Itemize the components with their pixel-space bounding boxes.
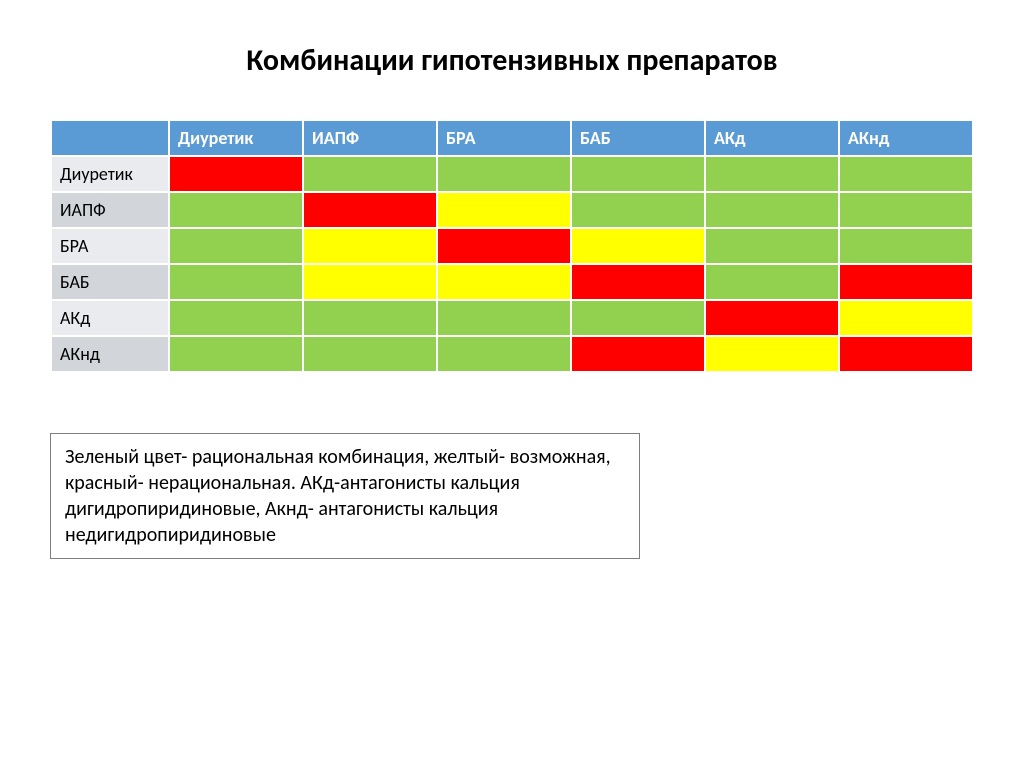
matrix-cell — [437, 192, 571, 228]
matrix-cell — [169, 336, 303, 372]
matrix-cell — [169, 156, 303, 192]
matrix-cell — [437, 156, 571, 192]
legend-box: Зеленый цвет- рациональная комбинация, ж… — [50, 433, 640, 559]
table-row: ИАПФ — [51, 192, 973, 228]
table-row: АКд — [51, 300, 973, 336]
matrix-cell — [303, 300, 437, 336]
page-title: Комбинации гипотензивных препаратов — [0, 0, 1024, 119]
col-header: БАБ — [571, 120, 705, 156]
matrix-cell — [839, 336, 973, 372]
row-header: БАБ — [51, 264, 169, 300]
matrix-cell — [169, 300, 303, 336]
matrix-cell — [303, 336, 437, 372]
matrix-cell — [169, 192, 303, 228]
row-header: БРА — [51, 228, 169, 264]
matrix-cell — [839, 300, 973, 336]
col-header: АКнд — [839, 120, 973, 156]
matrix-cell — [571, 300, 705, 336]
matrix-cell — [705, 264, 839, 300]
col-header: Диуретик — [169, 120, 303, 156]
matrix-cell — [571, 228, 705, 264]
row-header: АКд — [51, 300, 169, 336]
matrix-cell — [437, 228, 571, 264]
table-row: БРА — [51, 228, 973, 264]
matrix-cell — [437, 336, 571, 372]
row-header: Диуретик — [51, 156, 169, 192]
matrix-cell — [169, 264, 303, 300]
matrix-cell — [705, 156, 839, 192]
matrix-cell — [705, 336, 839, 372]
table-row: Диуретик — [51, 156, 973, 192]
table-row: БАБ — [51, 264, 973, 300]
col-header: ИАПФ — [303, 120, 437, 156]
row-header: АКнд — [51, 336, 169, 372]
matrix-cell — [437, 300, 571, 336]
matrix-cell — [839, 156, 973, 192]
table-row: АКнд — [51, 336, 973, 372]
matrix-cell — [571, 264, 705, 300]
matrix-cell — [303, 156, 437, 192]
matrix-cell — [705, 192, 839, 228]
matrix-cell — [705, 228, 839, 264]
combination-table-container: ДиуретикИАПФБРАБАБАКдАКнд ДиуретикИАПФБР… — [50, 119, 974, 373]
table-corner-cell — [51, 120, 169, 156]
matrix-cell — [839, 228, 973, 264]
matrix-cell — [705, 300, 839, 336]
matrix-cell — [303, 264, 437, 300]
matrix-cell — [571, 192, 705, 228]
matrix-cell — [571, 336, 705, 372]
col-header: БРА — [437, 120, 571, 156]
matrix-cell — [169, 228, 303, 264]
matrix-cell — [303, 192, 437, 228]
row-header: ИАПФ — [51, 192, 169, 228]
matrix-cell — [839, 264, 973, 300]
matrix-cell — [303, 228, 437, 264]
col-header: АКд — [705, 120, 839, 156]
matrix-cell — [571, 156, 705, 192]
combination-table: ДиуретикИАПФБРАБАБАКдАКнд ДиуретикИАПФБР… — [50, 119, 974, 373]
matrix-cell — [839, 192, 973, 228]
matrix-cell — [437, 264, 571, 300]
